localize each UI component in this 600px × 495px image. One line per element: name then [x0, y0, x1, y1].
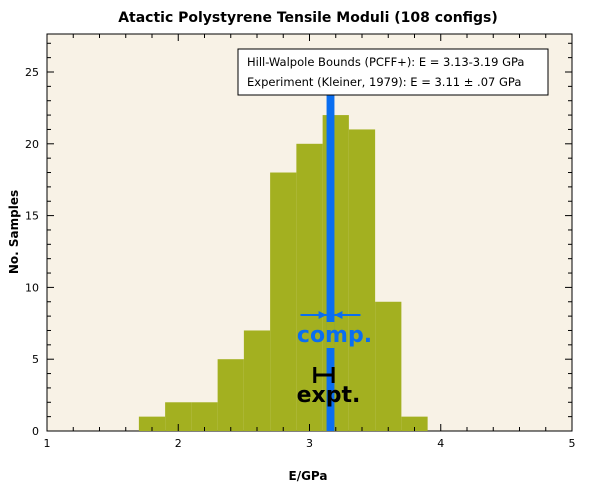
x-tick-label: 4 [437, 437, 444, 450]
y-tick-label: 15 [25, 210, 39, 223]
histogram-bar [375, 301, 402, 431]
histogram-bar [191, 402, 218, 431]
x-tick-label: 2 [175, 437, 182, 450]
band-gap [326, 322, 335, 348]
y-tick-label: 5 [32, 353, 39, 366]
left-arrow-head [318, 311, 327, 319]
histogram-bar [401, 416, 428, 431]
legend-line-2: Experiment (Kleiner, 1979): E = 3.11 ± .… [247, 75, 521, 89]
legend: Hill-Walpole Bounds (PCFF+): E = 3.13-3.… [237, 48, 549, 96]
x-tick-label: 3 [306, 437, 313, 450]
y-tick-label: 20 [25, 138, 39, 151]
histogram-bar [348, 129, 376, 431]
y-tick-label: 25 [25, 66, 39, 79]
y-axis-label: No. Samples [7, 190, 21, 274]
histogram-bar [138, 416, 166, 431]
histogram-bar [217, 359, 244, 431]
expt-label: expt. [297, 383, 361, 408]
experiment-error-bar [313, 367, 335, 383]
histogram-bar [243, 330, 271, 431]
comp-label: comp. [297, 323, 372, 348]
x-tick-label: 5 [569, 437, 576, 450]
legend-line-1: Hill-Walpole Bounds (PCFF+): E = 3.13-3.… [247, 55, 524, 69]
y-tick-label: 10 [25, 281, 39, 294]
chart-title: Atactic Polystyrene Tensile Moduli (108 … [118, 10, 498, 26]
x-axis-label: E/GPa [289, 469, 328, 483]
histogram-bar [296, 143, 323, 432]
computed-band [326, 95, 335, 431]
x-tick-label: 1 [44, 437, 51, 450]
y-tick-label: 0 [32, 425, 39, 438]
right-arrow-head [334, 311, 343, 319]
histogram-bar [270, 172, 297, 431]
